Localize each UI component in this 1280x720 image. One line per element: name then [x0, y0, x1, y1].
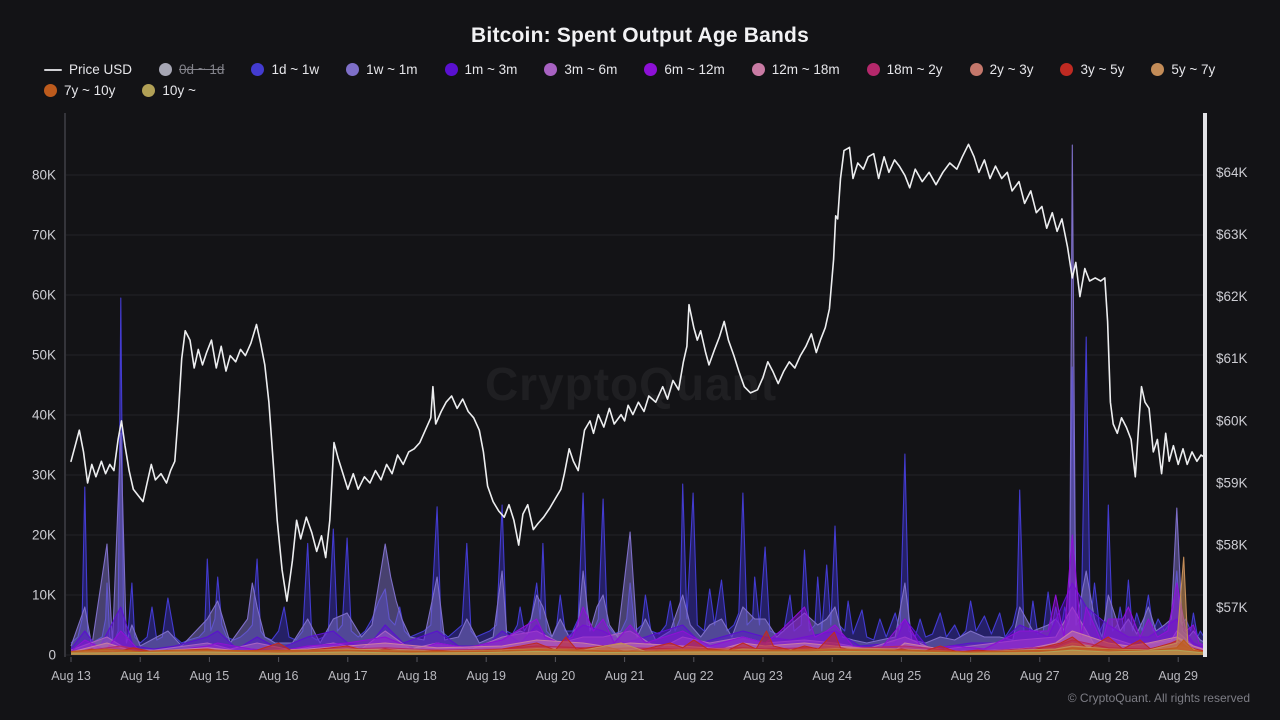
- series-color-dot-icon: [866, 63, 880, 76]
- legend-item-label: 7y ~ 10y: [64, 83, 116, 98]
- x-axis-label: Aug 18: [397, 669, 437, 683]
- x-axis-label: Aug 21: [605, 669, 645, 683]
- left-axis-label: 30K: [32, 468, 56, 483]
- x-axis-label: Aug 14: [120, 669, 160, 683]
- x-axis-label: Aug 16: [259, 669, 299, 683]
- legend-item-label: 1w ~ 1m: [366, 62, 418, 77]
- legend-item-18m-2y[interactable]: 18m ~ 2y: [866, 61, 943, 78]
- line-series-10y-: [70, 649, 1205, 654]
- series-color-dot-icon: [1060, 63, 1074, 76]
- legend: Price USD 0d ~ 1d 1d ~ 1w 1w ~ 1m 1m ~ 3m 3m …: [44, 61, 1254, 99]
- copyright-text: © CryptoQuant. All rights reserved: [1067, 691, 1250, 705]
- x-axis-label: Aug 24: [812, 669, 852, 683]
- legend-item-10y-[interactable]: 10y ~: [142, 82, 196, 99]
- legend-item-6m-12m[interactable]: 6m ~ 12m: [644, 61, 725, 78]
- right-axis-label: $63K: [1216, 227, 1248, 242]
- series-color-dot-icon: [346, 63, 360, 76]
- series-color-dot-icon: [644, 63, 658, 76]
- legend-item-price-usd[interactable]: Price USD: [44, 61, 132, 78]
- x-axis-label: Aug 27: [1020, 669, 1060, 683]
- x-axis-label: Aug 13: [51, 669, 91, 683]
- right-axis-label: $61K: [1216, 351, 1248, 366]
- legend-item-label: 18m ~ 2y: [886, 62, 943, 77]
- left-axis-label: 20K: [32, 528, 56, 543]
- series-color-dot-icon: [969, 63, 983, 76]
- x-axis-label: Aug 19: [466, 669, 506, 683]
- legend-item-label: 5y ~ 7y: [1171, 62, 1216, 77]
- left-axis-label: 80K: [32, 168, 56, 183]
- left-axis-label: 40K: [32, 408, 56, 423]
- legend-item-label: Price USD: [69, 62, 133, 77]
- area-series-1w-1m: [71, 145, 1205, 655]
- legend-item-7y-10y[interactable]: 7y ~ 10y: [44, 82, 115, 99]
- legend-item-0d-1d[interactable]: 0d ~ 1d: [159, 61, 224, 78]
- legend-row: 7y ~ 10y 10y ~: [44, 82, 1254, 99]
- legend-item-label: 1d ~ 1w: [271, 62, 320, 77]
- legend-item-label: 0d ~ 1d: [179, 62, 225, 77]
- left-axis-label: 0: [48, 648, 56, 663]
- line-series-6m-12m: [70, 534, 1205, 652]
- right-axis-label: $58K: [1216, 538, 1248, 553]
- x-axis-label: Aug 17: [328, 669, 368, 683]
- legend-item-2y-3y[interactable]: 2y ~ 3y: [969, 61, 1034, 78]
- x-axis-label: Aug 22: [674, 669, 714, 683]
- legend-item-5y-7y[interactable]: 5y ~ 7y: [1151, 61, 1215, 78]
- x-axis-label: Aug 23: [743, 669, 783, 683]
- x-axis-label: Aug 25: [882, 669, 922, 683]
- legend-item-3m-6m[interactable]: 3m ~ 6m: [544, 61, 617, 78]
- legend-row: Price USD 0d ~ 1d 1d ~ 1w 1w ~ 1m 1m ~ 3m 3m …: [44, 61, 1254, 78]
- legend-item-1d-1w[interactable]: 1d ~ 1w: [251, 61, 319, 78]
- price-line-icon: [44, 68, 62, 71]
- series-color-dot-icon: [444, 63, 458, 76]
- legend-item-12m-18m[interactable]: 12m ~ 18m: [751, 61, 840, 78]
- line-series-7y-10y: [70, 639, 1205, 653]
- legend-item-label: 3y ~ 5y: [1080, 62, 1125, 77]
- x-axis-label: Aug 28: [1089, 669, 1129, 683]
- left-axis-label: 50K: [32, 348, 56, 363]
- legend-item-label: 12m ~ 18m: [771, 62, 840, 77]
- series-color-dot-icon: [751, 63, 765, 76]
- series-color-dot-icon: [159, 63, 173, 76]
- legend-item-label: 3m ~ 6m: [564, 62, 618, 77]
- legend-item-label: 10y ~: [162, 83, 196, 98]
- line-series-1w-1m: [70, 144, 1205, 647]
- x-axis-label: Aug 26: [951, 669, 991, 683]
- left-axis-label: 60K: [32, 288, 56, 303]
- legend-item-1m-3m[interactable]: 1m ~ 3m: [444, 61, 518, 78]
- right-axis-label: $60K: [1216, 413, 1248, 428]
- legend-item-label: 6m ~ 12m: [664, 62, 725, 77]
- left-axis-label: 70K: [32, 228, 56, 243]
- x-axis-label: Aug 20: [536, 669, 576, 683]
- series-color-dot-icon: [44, 84, 57, 97]
- legend-item-1w-1m[interactable]: 1w ~ 1m: [346, 61, 418, 78]
- series-color-dot-icon: [1151, 63, 1165, 76]
- legend-item-3y-5y[interactable]: 3y ~ 5y: [1060, 61, 1124, 78]
- legend-item-label: 2y ~ 3y: [989, 62, 1034, 77]
- series-color-dot-icon: [251, 63, 265, 76]
- right-axis-label: $62K: [1216, 289, 1248, 304]
- x-axis-label: Aug 29: [1158, 669, 1198, 683]
- right-axis-bar: [1203, 113, 1207, 657]
- price-line: [70, 143, 1205, 602]
- left-axis-label: 10K: [32, 588, 56, 603]
- right-axis-label: $64K: [1216, 165, 1248, 180]
- series-color-dot-icon: [544, 63, 558, 76]
- series-group: [70, 143, 1205, 655]
- series-color-dot-icon: [142, 84, 156, 97]
- page-title: Bitcoin: Spent Output Age Bands: [471, 24, 809, 47]
- right-axis-label: $59K: [1216, 476, 1248, 491]
- legend-item-label: 1m ~ 3m: [464, 62, 518, 77]
- area-series-7y-10y: [71, 640, 1205, 655]
- right-axis-label: $57K: [1216, 600, 1248, 615]
- x-axis-label: Aug 15: [190, 669, 230, 683]
